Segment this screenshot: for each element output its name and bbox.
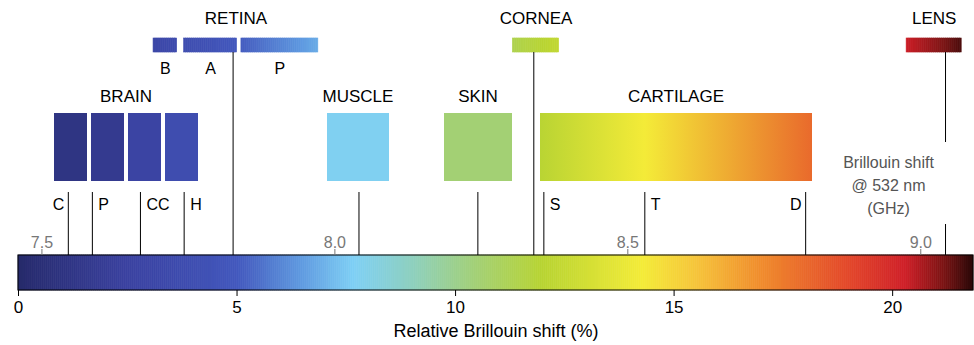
svg-text:Relative Brillouin shift (%): Relative Brillouin shift (%) [393,321,598,341]
svg-text:S: S [550,196,561,213]
svg-text:9.0: 9.0 [910,234,932,251]
svg-text:5: 5 [232,298,241,317]
svg-text:10: 10 [446,298,465,317]
svg-text:7.5: 7.5 [31,234,53,251]
svg-text:T: T [651,196,661,213]
svg-text:Brillouin shift@ 532 nm(GHz): Brillouin shift@ 532 nm(GHz) [843,154,934,217]
svg-text:CARTILAGE: CARTILAGE [628,87,724,106]
svg-text:H: H [190,196,202,213]
svg-text:8.5: 8.5 [617,234,639,251]
svg-text:B: B [160,60,171,77]
svg-text:SKIN: SKIN [458,87,498,106]
svg-text:P: P [275,60,286,77]
svg-text:RETINA: RETINA [205,9,268,28]
svg-text:8.0: 8.0 [324,234,346,251]
svg-text:CORNEA: CORNEA [500,9,573,28]
svg-text:D: D [790,196,802,213]
svg-text:P: P [98,196,109,213]
svg-text:15: 15 [665,298,684,317]
svg-text:CC: CC [146,196,169,213]
svg-text:MUSCLE: MUSCLE [323,87,394,106]
svg-text:LENS: LENS [912,9,956,28]
svg-text:BRAIN: BRAIN [100,87,152,106]
svg-text:0: 0 [14,298,23,317]
svg-text:20: 20 [883,298,902,317]
svg-text:C: C [53,196,65,213]
svg-text:A: A [205,60,216,77]
